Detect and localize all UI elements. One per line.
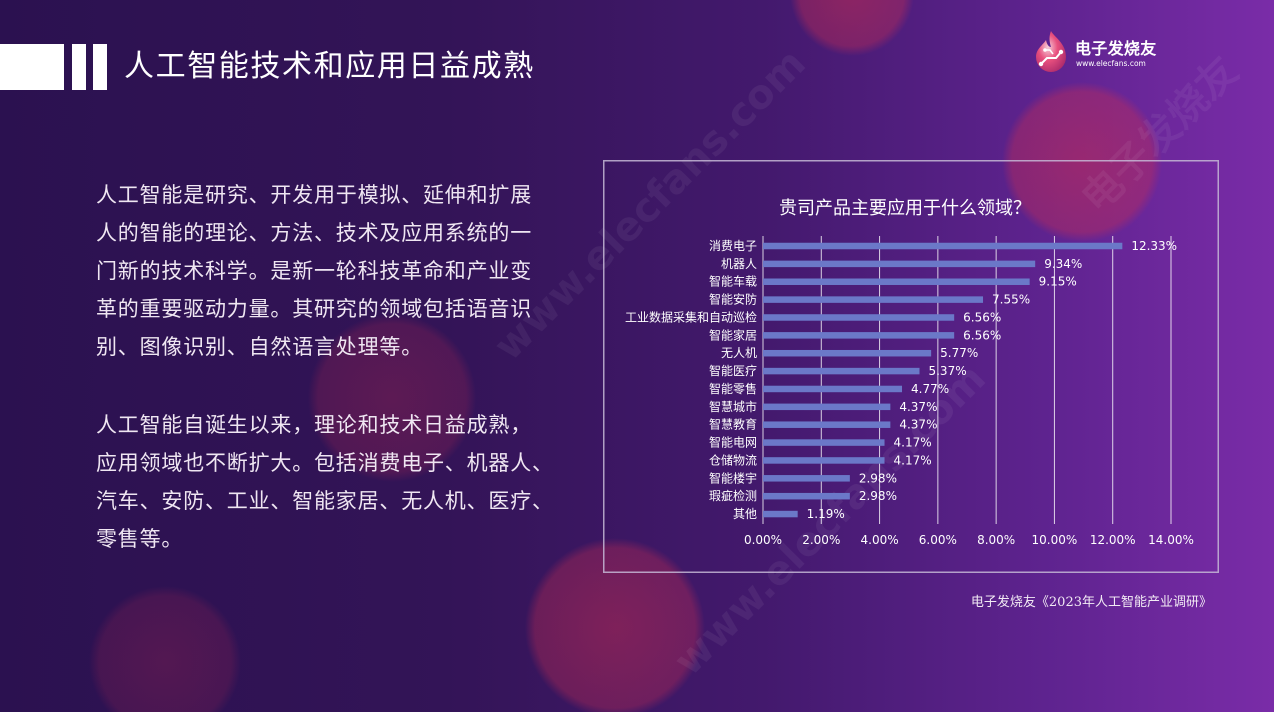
- category-label: 其他: [733, 507, 757, 521]
- text-line: 人工智能是研究、开发用于模拟、延伸和扩展: [96, 183, 532, 207]
- data-label: 5.37%: [928, 364, 966, 378]
- bar: [763, 492, 850, 500]
- brand-name: 电子发烧友: [1075, 39, 1157, 58]
- title-accent-block: [0, 44, 64, 90]
- category-label: 智能家居: [709, 327, 757, 342]
- category-label: 仓储物流: [709, 452, 757, 467]
- x-tick-label: 0.00%: [744, 533, 782, 547]
- bar: [763, 421, 891, 428]
- x-tick-label: 2.00%: [802, 533, 840, 547]
- data-label: 5.77%: [940, 346, 978, 360]
- x-tick-label: 14.00%: [1148, 533, 1194, 547]
- text-line: 革的重要驱动力量。其研究的领域包括语音识: [96, 297, 532, 321]
- text-line: 人的智能的理论、方法、技术及应用系统的一: [96, 221, 532, 245]
- source-note: 电子发烧友《2023年人工智能产业调研》: [970, 595, 1212, 610]
- chart-panel-border: [603, 160, 1219, 573]
- text-line: 应用领域也不断扩大。包括消费电子、机器人、: [96, 451, 554, 475]
- bar: [763, 367, 920, 375]
- bar: [763, 510, 798, 518]
- data-label: 9.15%: [1039, 275, 1077, 289]
- bar: [763, 475, 850, 482]
- data-label: 1.19%: [807, 507, 845, 521]
- bar: [763, 385, 903, 393]
- x-tick-label: 12.00%: [1090, 533, 1136, 547]
- bar: [763, 439, 885, 446]
- category-label: 智能电网: [709, 435, 757, 450]
- brand-logo: 电子发烧友 www.elecfans.com: [1033, 28, 1163, 74]
- data-label: 4.17%: [894, 436, 932, 450]
- data-label: 12.33%: [1131, 239, 1177, 253]
- bar: [763, 403, 891, 411]
- category-label: 消费电子: [709, 239, 757, 253]
- bar: [763, 349, 932, 357]
- x-tick-label: 6.00%: [919, 533, 957, 547]
- category-label: 无人机: [721, 346, 757, 360]
- bar: [763, 242, 1123, 250]
- text-line: 门新的技术科学。是新一轮科技革命和产业变: [96, 259, 532, 283]
- text-line: 零售等。: [96, 527, 184, 551]
- category-label: 工业数据采集和自动巡检: [625, 309, 757, 324]
- category-label: 智能楼宇: [709, 470, 757, 485]
- data-label: 6.56%: [963, 328, 1001, 342]
- chart-title: 贵司产品主要应用于什么领域？: [779, 198, 1031, 219]
- x-tick-label: 4.00%: [861, 533, 899, 547]
- intro-paragraph: 人工智能是研究、开发用于模拟、延伸和扩展 人的智能的理论、方法、技术及应用系统的…: [96, 176, 566, 366]
- x-tick-label: 8.00%: [977, 533, 1015, 547]
- data-label: 4.37%: [899, 418, 937, 432]
- category-label: 智慧教育: [709, 417, 757, 432]
- page-title: 人工智能技术和应用日益成熟: [124, 49, 535, 84]
- bar: [763, 457, 885, 464]
- data-label: 4.37%: [899, 400, 937, 414]
- data-label: 6.56%: [963, 310, 1001, 324]
- text-line: 别、图像识别、自然语言处理等。: [96, 335, 423, 359]
- data-label: 4.77%: [911, 382, 949, 396]
- category-label: 智能零售: [709, 381, 757, 396]
- data-label: 9.34%: [1044, 257, 1082, 271]
- title-accent-bar: [93, 44, 107, 90]
- category-label: 瑕疵检测: [709, 488, 757, 503]
- text-line: 人工智能自诞生以来，理论和技术日益成熟，: [96, 413, 532, 437]
- bar: [763, 296, 984, 303]
- category-label: 智能安防: [709, 292, 757, 307]
- category-label: 智能车载: [709, 274, 757, 289]
- bar: [763, 278, 1030, 285]
- data-label: 4.17%: [894, 453, 932, 467]
- data-label: 7.55%: [992, 293, 1030, 307]
- bar: [763, 314, 955, 321]
- brand-url: www.elecfans.com: [1076, 59, 1146, 68]
- category-label: 智能医疗: [709, 363, 757, 378]
- bar-chart: 贵司产品主要应用于什么领域？ 0.00% 2.00% 4.00% 6.00% 8.00%…: [603, 160, 1219, 573]
- bar: [763, 332, 955, 339]
- x-tick-label: 10.00%: [1032, 533, 1078, 547]
- chart-panel: 贵司产品主要应用于什么领域？ 0.00% 2.00% 4.00% 6.00% 8.00%…: [603, 160, 1219, 573]
- data-label: 2.98%: [859, 489, 897, 503]
- intro-paragraph: 人工智能自诞生以来，理论和技术日益成熟， 应用领域也不断扩大。包括消费电子、机器…: [96, 406, 566, 558]
- bar: [763, 260, 1036, 268]
- title-accent-bar: [72, 44, 86, 90]
- category-label: 智慧城市: [709, 399, 757, 414]
- text-line: 汽车、安防、工业、智能家居、无人机、医疗、: [96, 489, 554, 513]
- category-label: 机器人: [721, 257, 757, 271]
- elecfans-logo-icon: [1036, 31, 1066, 72]
- data-label: 2.98%: [859, 471, 897, 485]
